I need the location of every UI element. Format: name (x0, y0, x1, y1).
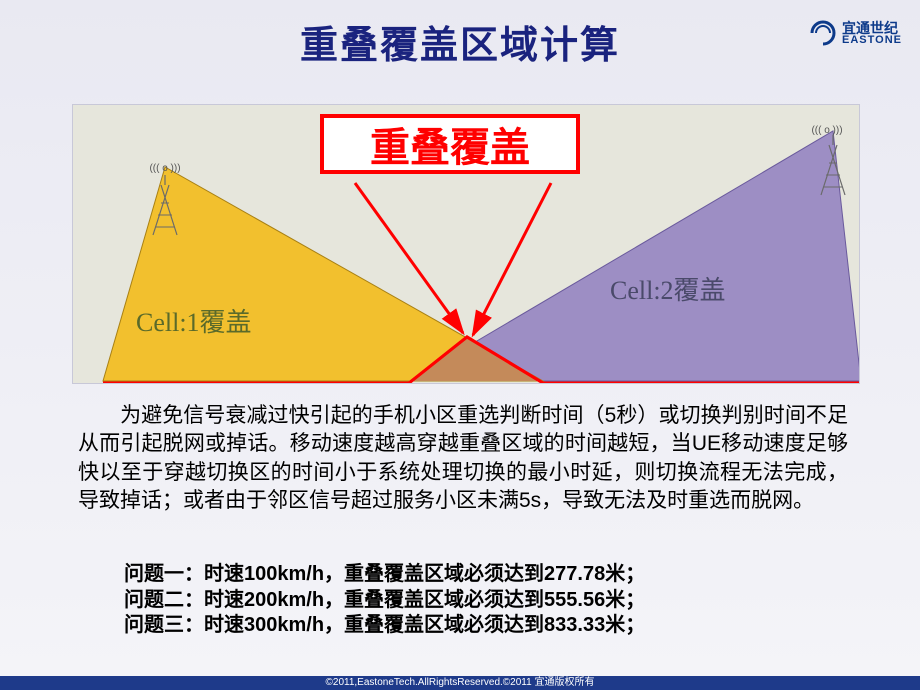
overlap-label-box: 重叠覆盖 (320, 114, 580, 174)
svg-text:((( o ))): ((( o ))) (811, 125, 842, 136)
company-logo: 宜通世纪 EASTONE (808, 18, 902, 48)
logo-icon (808, 18, 838, 48)
question-2: 问题二：时速200km/h，重叠覆盖区域必须达到555.56米； (124, 588, 645, 614)
cell1-label: Cell:1覆盖 (136, 302, 252, 339)
question-1: 问题一：时速100km/h，重叠覆盖区域必须达到277.78米； (124, 562, 645, 588)
logo-text-cn: 宜通世纪 (842, 21, 902, 35)
cell2-label: Cell:2覆盖 (610, 270, 726, 307)
footer-bar: ©2011,EastoneTech.AllRightsReserved.©201… (0, 676, 920, 690)
logo-text-en: EASTONE (842, 35, 902, 46)
body-paragraph-text: 为避免信号衰减过快引起的手机小区重选判断时间（5秒）或切换判别时间不足从而引起脱… (78, 404, 848, 512)
body-paragraph: 为避免信号衰减过快引起的手机小区重选判断时间（5秒）或切换判别时间不足从而引起脱… (78, 402, 848, 515)
question-list: 问题一：时速100km/h，重叠覆盖区域必须达到277.78米； 问题二：时速2… (124, 562, 645, 639)
question-3: 问题三：时速300km/h，重叠覆盖区域必须达到833.33米； (124, 613, 645, 639)
svg-text:((( o ))): ((( o ))) (149, 163, 180, 174)
slide-title: 重叠覆盖区域计算 (0, 14, 920, 69)
overlap-label-text: 重叠覆盖 (370, 115, 530, 173)
footer-text: ©2011,EastoneTech.AllRightsReserved.©201… (326, 677, 595, 688)
